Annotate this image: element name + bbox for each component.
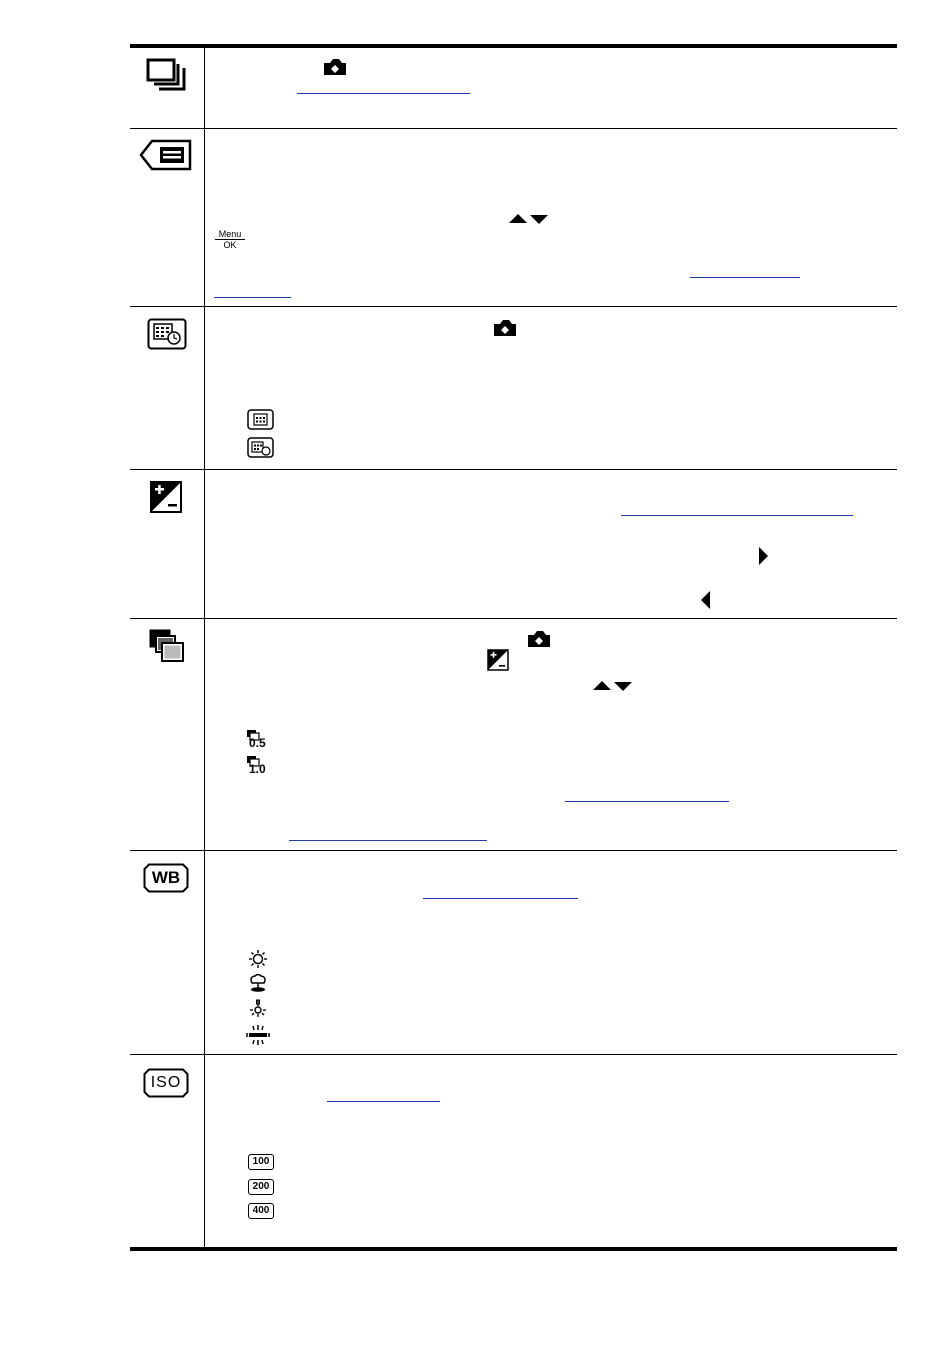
menu-ok-key-icon: Menu OK xyxy=(215,229,245,250)
sun-icon xyxy=(249,950,267,968)
hyperlink-underline[interactable] xyxy=(690,277,800,278)
hyperlink-underline[interactable] xyxy=(565,801,729,802)
right-arrow-icon xyxy=(759,547,768,565)
left-arrow-icon xyxy=(701,591,710,609)
hyperlink-underline[interactable] xyxy=(621,515,853,516)
shade-icon xyxy=(250,973,266,992)
exposure-compensation-icon xyxy=(150,481,182,513)
hyperlink-underline[interactable] xyxy=(297,93,470,94)
row-divider xyxy=(130,128,897,129)
bracketing-half-stop-icon: 0.5 xyxy=(246,729,274,751)
up-down-arrows-icon xyxy=(593,681,632,691)
tag-icon xyxy=(139,139,192,171)
up-down-arrows-icon xyxy=(509,214,548,224)
date-only-icon xyxy=(247,409,274,430)
date-and-time-icon xyxy=(247,437,274,458)
hyperlink-underline[interactable] xyxy=(214,297,291,298)
fluorescent-icon xyxy=(246,1025,270,1045)
iso-speed-icon: ISO xyxy=(143,1068,189,1098)
iso-100-icon: 100 xyxy=(248,1154,274,1170)
table-column-divider xyxy=(204,48,205,1247)
table-bottom-border xyxy=(130,1247,897,1251)
row-divider xyxy=(130,850,897,851)
camera-icon xyxy=(494,320,516,336)
exposure-compensation-small-icon xyxy=(487,649,509,671)
camera-icon xyxy=(324,59,346,75)
row-divider xyxy=(130,618,897,619)
row-divider xyxy=(130,306,897,307)
table-top-border xyxy=(130,44,897,48)
exposure-bracketing-icon xyxy=(149,629,184,662)
camera-icon xyxy=(528,631,550,647)
iso-400-icon: 400 xyxy=(248,1203,274,1219)
date-time-stamp-icon xyxy=(147,318,187,350)
burst-mode-icon xyxy=(146,58,186,91)
hyperlink-underline[interactable] xyxy=(327,1101,440,1102)
hyperlink-underline[interactable] xyxy=(423,898,578,899)
row-divider xyxy=(130,469,897,470)
row-divider xyxy=(130,1054,897,1055)
white-balance-icon: WB xyxy=(143,863,189,893)
bracketing-full-stop-icon: 1.0 xyxy=(246,755,274,777)
iso-200-icon: 200 xyxy=(248,1179,274,1195)
tungsten-bulb-icon xyxy=(250,999,266,1017)
hyperlink-underline[interactable] xyxy=(289,840,487,841)
